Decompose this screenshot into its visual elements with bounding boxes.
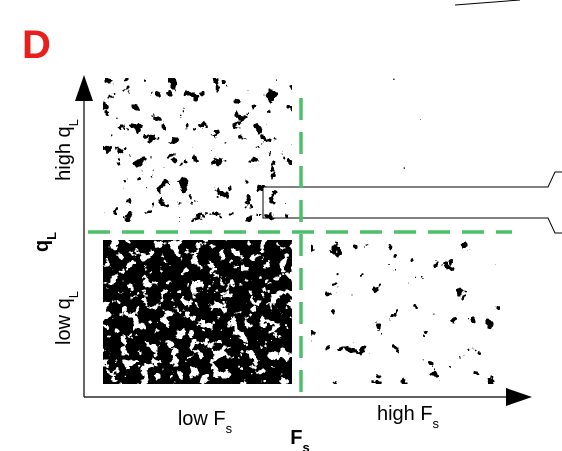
x-axis-text: F: [290, 427, 302, 449]
x-high-text: high F: [377, 403, 433, 425]
x-high-label: high Fs: [377, 403, 440, 431]
y-low-sub: L: [66, 291, 81, 298]
page: D high qL low qL qL low Fs high Fs Fs ((…: [0, 0, 562, 451]
image-low-q-high-f: [311, 240, 500, 384]
callout-line: [455, 0, 520, 5]
y-high-label: high qL: [53, 119, 81, 181]
x-low-text: low F: [178, 408, 226, 430]
x-low-label: low Fs: [178, 408, 233, 436]
panel-label: D: [22, 23, 51, 67]
y-axis-text: q: [31, 240, 53, 252]
figure-panel: D high qL low qL qL low Fs high Fs Fs: [0, 0, 562, 451]
y-low-label: low qL: [53, 291, 81, 345]
y-axis-sub: L: [44, 232, 59, 240]
y-high-sub: L: [66, 119, 81, 126]
x-high-sub: s: [433, 416, 440, 431]
y-axis-arrow: [75, 75, 93, 101]
image-high-q-high-f: [311, 78, 500, 222]
y-low-text: low q: [53, 298, 75, 345]
x-axis-label: Fs: [290, 427, 309, 451]
x-axis-sub: s: [302, 440, 309, 451]
image-low-q-low-f: [103, 240, 292, 384]
x-axis-arrow: [506, 388, 532, 406]
y-axis-label: qL: [31, 232, 59, 252]
image-high-q-low-f: [103, 78, 292, 222]
x-low-sub: s: [226, 421, 233, 436]
y-high-text: high q: [53, 126, 75, 181]
